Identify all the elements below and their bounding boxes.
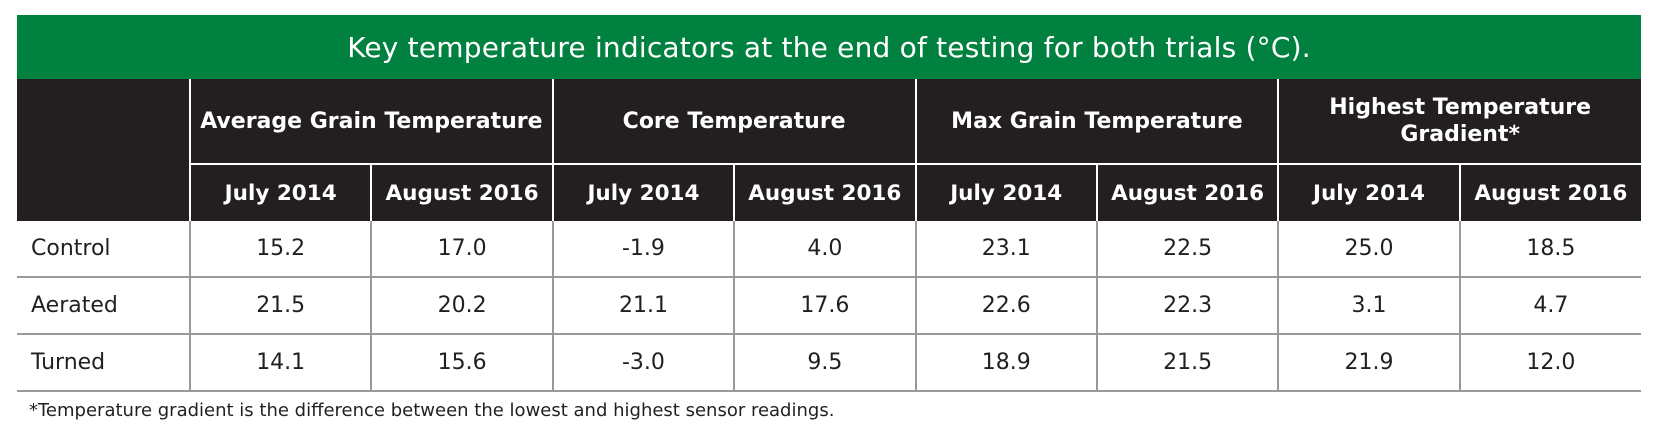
table-cell: 22.3 [1095,277,1279,335]
table-cell: 9.5 [733,334,916,392]
group-header-max-grain: Max Grain Temperature [914,79,1279,165]
table-cell: 21.1 [551,277,735,335]
table-cell: 3.1 [1277,277,1460,335]
table-cell: 14.1 [188,334,372,392]
sub-header-august: August 2016 [1095,164,1279,221]
temperature-table: Average Grain Temperature Core Temperatu… [17,79,1642,392]
group-header-gradient: Highest Temperature Gradient* [1277,79,1642,165]
group-header-average-grain: Average Grain Temperature [189,79,553,165]
footnote: *Temperature gradient is the difference … [29,400,835,421]
table-cell: 12.0 [1458,334,1642,392]
table-cell: 22.5 [1095,221,1279,278]
table-row: Turned 14.1 15.6 -3.0 9.5 18.9 21.5 21.9… [17,334,1642,392]
table-title: Key temperature indicators at the end of… [17,15,1641,79]
group-header-core: Core Temperature [551,79,916,165]
table-cell: 17.0 [370,221,553,278]
group-header-row: Average Grain Temperature Core Temperatu… [17,79,1642,221]
table-cell: 17.6 [733,277,916,335]
sub-header-july: July 2014 [1277,164,1460,221]
sub-header-august: August 2016 [370,164,553,221]
table-cell: 22.6 [914,277,1097,335]
table-cell: 15.2 [188,221,372,278]
table-cell: 21.5 [188,277,372,335]
table-cell: -3.0 [551,334,735,392]
sub-header-row: July 2014 August 2016 July 2014 August 2… [17,164,1642,221]
row-label: Control [17,221,190,278]
sub-header-august: August 2016 [1458,164,1642,221]
sub-header-july: July 2014 [188,164,372,221]
table-cell: 25.0 [1277,221,1460,278]
table-cell: -1.9 [551,221,735,278]
table-cell: 18.9 [914,334,1097,392]
table-cell: 18.5 [1458,221,1642,278]
table-cell: 4.0 [733,221,916,278]
corner-cell [17,79,190,221]
table-row: Aerated 21.5 20.2 21.1 17.6 22.6 22.3 3.… [17,277,1642,335]
table-cell: 23.1 [914,221,1097,278]
sub-header-july: July 2014 [551,164,735,221]
temperature-table-figure: Key temperature indicators at the end of… [17,15,1642,421]
table-cell: 21.9 [1277,334,1460,392]
table-cell: 4.7 [1458,277,1642,335]
table-row: Control 15.2 17.0 -1.9 4.0 23.1 22.5 25.… [17,221,1642,278]
table-cell: 15.6 [370,334,553,392]
table-cell: 20.2 [370,277,553,335]
row-label: Turned [17,334,190,392]
sub-header-august: August 2016 [733,164,916,221]
row-label: Aerated [17,277,190,335]
sub-header-july: July 2014 [914,164,1097,221]
table-cell: 21.5 [1095,334,1279,392]
